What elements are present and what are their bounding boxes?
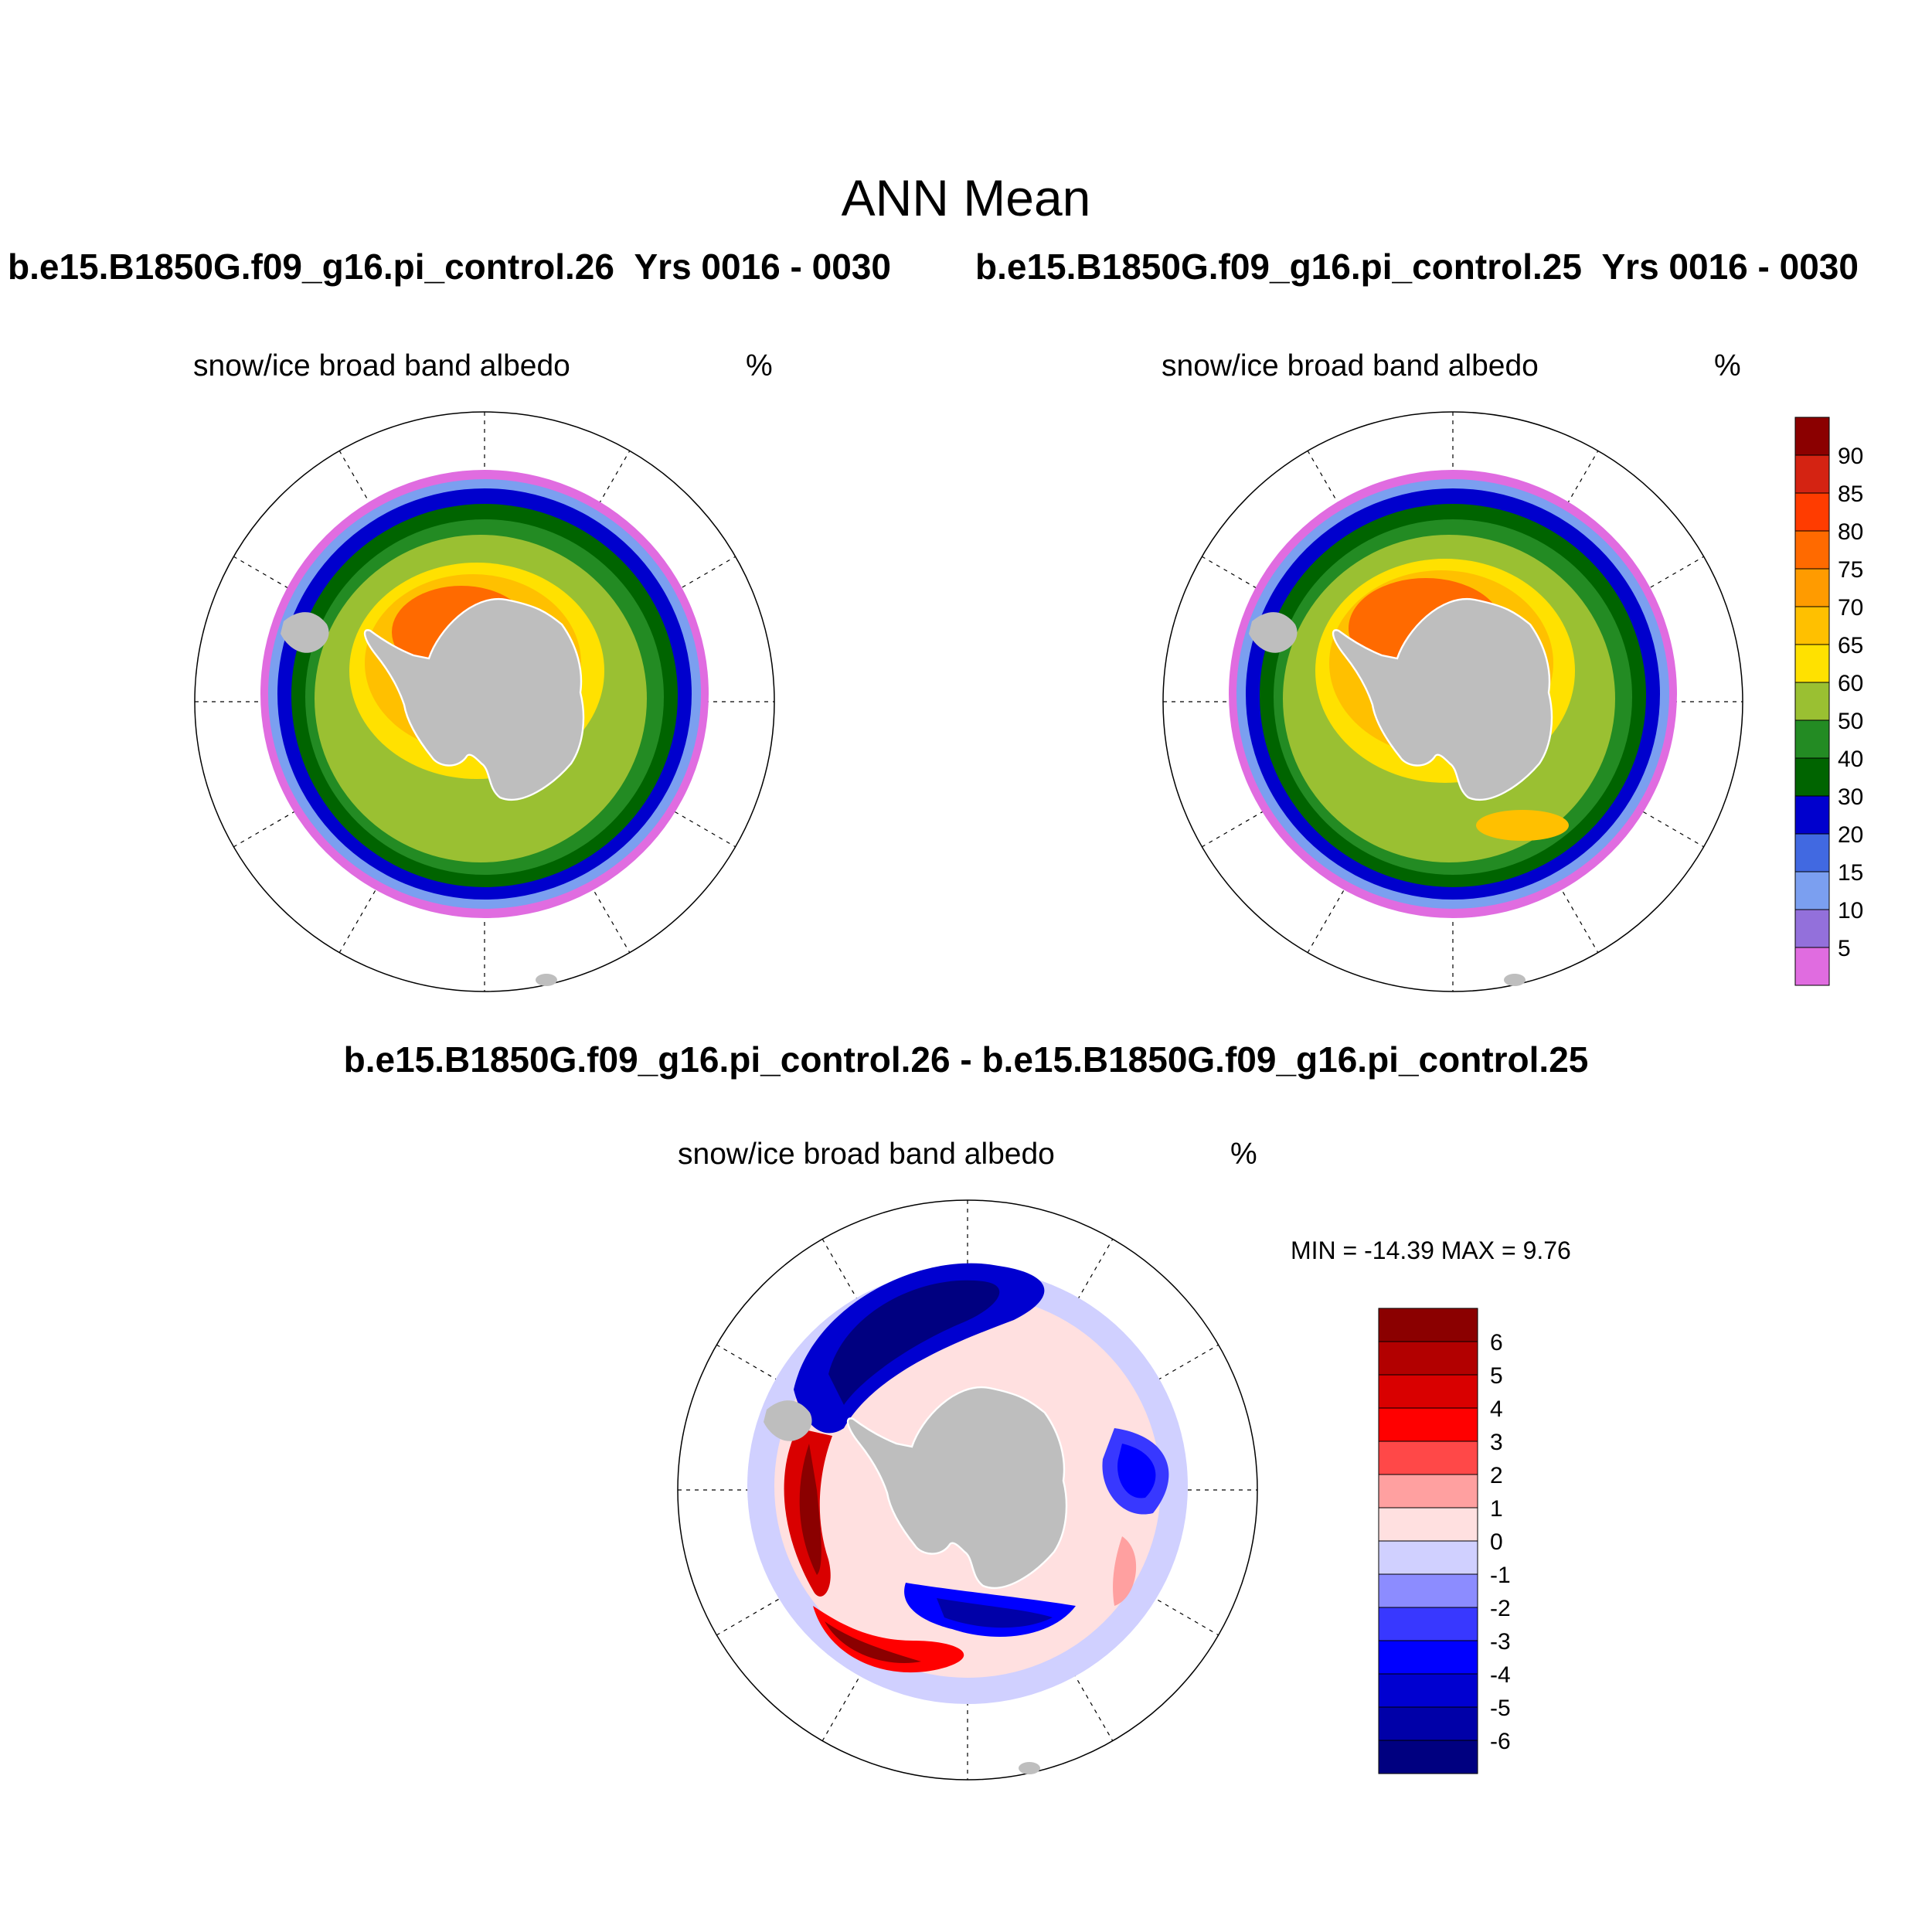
- cbar-diff-tick-1: 5: [1490, 1363, 1503, 1389]
- case-a-years: Yrs 0016 - 0030: [634, 247, 891, 287]
- cbar-abs-tick-5: 65: [1838, 633, 1863, 658]
- cbar-diff-tick-11: -5: [1490, 1696, 1511, 1721]
- cbar-abs-box-14: [1794, 947, 1830, 986]
- cbar-abs-tick-9: 30: [1838, 784, 1863, 810]
- cbar-diff-box-10: [1378, 1640, 1478, 1675]
- cbar-abs-box-3: [1794, 530, 1830, 570]
- cbar-abs-tick-6: 60: [1838, 671, 1863, 696]
- cbar-abs-tick-3: 75: [1838, 557, 1863, 583]
- cbar-diff-tick-9: -3: [1490, 1629, 1511, 1655]
- cbar-diff-box-6: [1378, 1507, 1478, 1542]
- diff-units-label: %: [1230, 1138, 1257, 1171]
- cbar-abs-box-8: [1794, 719, 1830, 759]
- cbar-diff-tick-0: 6: [1490, 1330, 1503, 1355]
- cbar-diff-box-1: [1378, 1341, 1478, 1376]
- cbar-diff-box-0: [1378, 1308, 1478, 1342]
- cbar-diff-box-3: [1378, 1407, 1478, 1442]
- right-island: [1504, 974, 1526, 986]
- right-units-label: %: [1714, 349, 1741, 383]
- cbar-abs-box-4: [1794, 568, 1830, 607]
- cbar-abs-box-10: [1794, 795, 1830, 835]
- case-a-title: b.e15.B1850G.f09_g16.pi_control.26 Yrs 0…: [8, 246, 891, 287]
- case-a-name: b.e15.B1850G.f09_g16.pi_control.26: [8, 247, 614, 287]
- right-variable-label: snow/ice broad band albedo: [1162, 349, 1539, 383]
- cbar-abs-tick-11: 15: [1838, 860, 1863, 886]
- diff-polar-map: [677, 1199, 1258, 1781]
- cbar-diff-box-2: [1378, 1374, 1478, 1409]
- cbar-abs-box-6: [1794, 644, 1830, 683]
- cbar-diff-tick-7: -1: [1490, 1563, 1511, 1588]
- cbar-diff-box-9: [1378, 1607, 1478, 1641]
- cbar-abs-box-7: [1794, 682, 1830, 721]
- cbar-diff-box-12: [1378, 1706, 1478, 1741]
- cbar-abs-tick-0: 90: [1838, 444, 1863, 469]
- figure-title: ANN Mean: [841, 169, 1091, 226]
- cbar-abs-box-5: [1794, 606, 1830, 645]
- difference-title: b.e15.B1850G.f09_g16.pi_control.26 - b.e…: [343, 1039, 1589, 1080]
- left-polar-map: [194, 411, 775, 992]
- case-b-years: Yrs 0016 - 0030: [1601, 247, 1859, 287]
- cbar-diff-box-13: [1378, 1740, 1478, 1774]
- diff-island: [1019, 1762, 1040, 1774]
- left-units-label: %: [746, 349, 773, 383]
- cbar-abs-box-2: [1794, 492, 1830, 532]
- diff-variable-label: snow/ice broad band albedo: [678, 1138, 1055, 1171]
- cbar-diff-tick-8: -2: [1490, 1596, 1511, 1621]
- cbar-diff-box-7: [1378, 1540, 1478, 1575]
- case-b-title: b.e15.B1850G.f09_g16.pi_control.25 Yrs 0…: [975, 246, 1859, 287]
- left-variable-label: snow/ice broad band albedo: [193, 349, 570, 383]
- cbar-abs-tick-12: 10: [1838, 898, 1863, 923]
- cbar-diff-box-4: [1378, 1440, 1478, 1475]
- diff-min-max-label: MIN = -14.39 MAX = 9.76: [1291, 1236, 1571, 1264]
- cbar-abs-box-1: [1794, 454, 1830, 494]
- cbar-abs-tick-2: 80: [1838, 519, 1863, 545]
- cbar-abs-box-9: [1794, 757, 1830, 797]
- cbar-abs-tick-13: 5: [1838, 936, 1851, 961]
- cbar-diff-box-11: [1378, 1673, 1478, 1708]
- cbar-diff-tick-10: -4: [1490, 1662, 1511, 1688]
- cbar-diff-tick-4: 2: [1490, 1463, 1503, 1488]
- colorbar-absolute: 90 85 80 75 70 65 60 50 40 30 20 15 10 5: [1794, 417, 1863, 986]
- cbar-abs-tick-1: 85: [1838, 481, 1863, 507]
- colorbar-difference: 6 5 4 3 2 1 0 -1 -2 -3 -4 -5 -6: [1378, 1308, 1511, 1774]
- cbar-abs-box-13: [1794, 909, 1830, 948]
- cbar-diff-tick-2: 4: [1490, 1396, 1503, 1422]
- cbar-abs-box-12: [1794, 871, 1830, 910]
- cbar-diff-box-5: [1378, 1474, 1478, 1509]
- left-island: [536, 974, 557, 986]
- cbar-diff-tick-3: 3: [1490, 1430, 1503, 1455]
- cbar-abs-tick-8: 40: [1838, 747, 1863, 772]
- cbar-abs-tick-7: 50: [1838, 709, 1863, 734]
- cbar-diff-tick-6: 0: [1490, 1529, 1503, 1555]
- cbar-abs-box-0: [1794, 417, 1830, 456]
- cbar-diff-tick-12: -6: [1490, 1729, 1511, 1754]
- cbar-abs-box-11: [1794, 833, 1830, 872]
- cbar-abs-tick-10: 20: [1838, 822, 1863, 848]
- cbar-diff-box-8: [1378, 1573, 1478, 1608]
- case-b-name: b.e15.B1850G.f09_g16.pi_control.25: [975, 247, 1582, 287]
- right-polar-map: [1162, 411, 1743, 992]
- cbar-diff-tick-5: 1: [1490, 1496, 1503, 1522]
- cbar-abs-tick-4: 70: [1838, 595, 1863, 621]
